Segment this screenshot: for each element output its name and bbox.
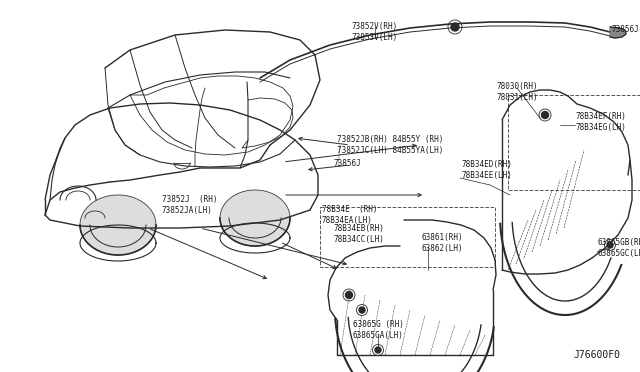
Text: 73856J: 73856J: [612, 26, 640, 35]
Text: 78B34ED(RH)
78B34EE(LH): 78B34ED(RH) 78B34EE(LH): [462, 160, 513, 180]
Text: 73852JB(RH) 84B55Y (RH)
73852JC(LH) 84B55YA(LH): 73852JB(RH) 84B55Y (RH) 73852JC(LH) 84B5…: [337, 135, 443, 155]
Text: 73852V(RH)
73853V(LH): 73852V(RH) 73853V(LH): [352, 22, 398, 42]
Circle shape: [359, 307, 365, 313]
Circle shape: [541, 112, 548, 119]
Text: 73852J  (RH)
73852JA(LH): 73852J (RH) 73852JA(LH): [162, 195, 218, 215]
Text: 63861(RH)
63862(LH): 63861(RH) 63862(LH): [422, 233, 463, 253]
Circle shape: [346, 292, 353, 298]
Text: 63865GB(RH)
63865GC(LH): 63865GB(RH) 63865GC(LH): [598, 238, 640, 258]
Text: 63865G (RH)
63865GA(LH): 63865G (RH) 63865GA(LH): [353, 320, 403, 340]
Text: J76600F0: J76600F0: [573, 350, 620, 360]
Polygon shape: [80, 195, 156, 255]
Text: 73856J: 73856J: [333, 158, 361, 167]
Text: 78030(RH)
78031(LH): 78030(RH) 78031(LH): [496, 82, 538, 102]
Circle shape: [375, 347, 381, 353]
Text: 78B34E  (RH)
78B34EA(LH): 78B34E (RH) 78B34EA(LH): [322, 205, 378, 225]
Polygon shape: [610, 27, 626, 38]
Text: 78B34EF(RH)
78B34EG(LH): 78B34EF(RH) 78B34EG(LH): [575, 112, 626, 132]
Text: 78B34EB(RH)
78B34CC(LH): 78B34EB(RH) 78B34CC(LH): [333, 224, 384, 244]
Polygon shape: [220, 190, 290, 246]
Circle shape: [607, 242, 613, 248]
Circle shape: [451, 23, 459, 31]
